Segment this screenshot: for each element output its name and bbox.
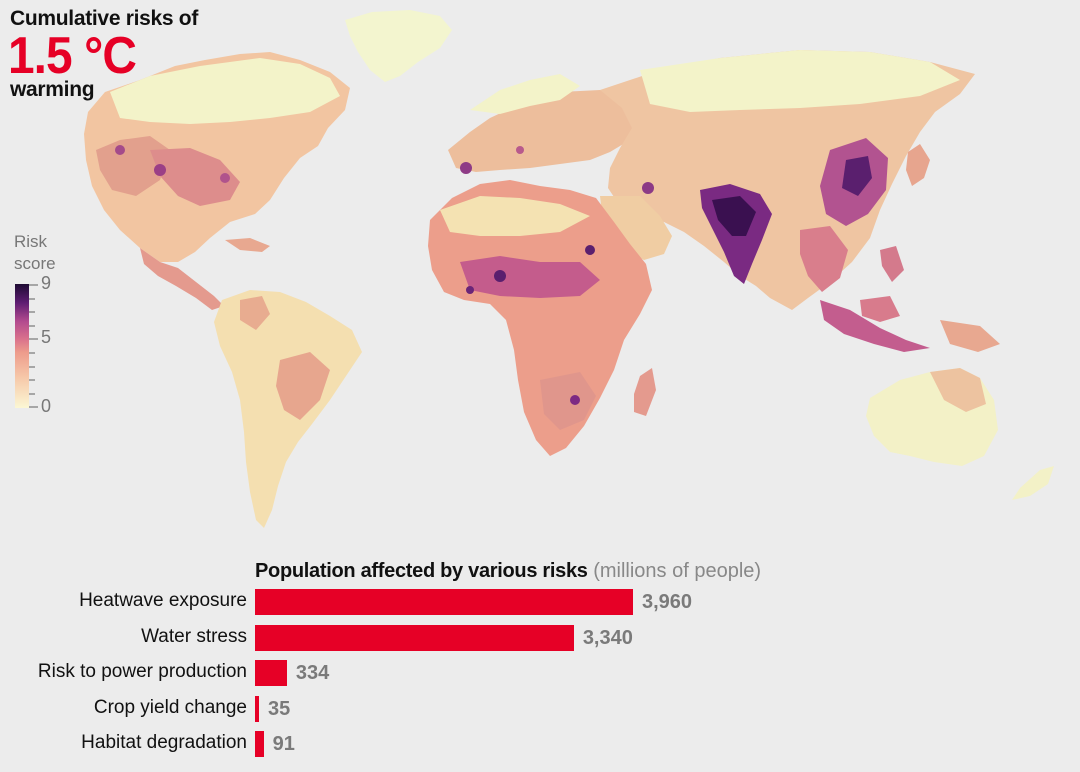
legend-title-line1: Risk (14, 232, 48, 251)
japan (906, 144, 930, 186)
world-risk-map (84, 10, 1054, 528)
bar-label: Habitat degradation (81, 732, 247, 753)
bar-chart-title: Population affected by various risks (mi… (255, 560, 761, 583)
bar-value-label: 3,340 (582, 626, 633, 649)
legend-tick-mid: 5 (41, 327, 52, 347)
bar (255, 660, 287, 686)
bar (255, 695, 259, 722)
bar-label: Heatwave exposure (79, 590, 247, 611)
legend-tick-min: 0 (41, 396, 52, 416)
central-america (140, 248, 224, 310)
bar-value-label: 334 (295, 662, 330, 684)
europe (448, 90, 640, 172)
bar-value-label: 91 (272, 733, 295, 755)
legend-tick-max: 9 (41, 273, 52, 293)
indonesia (820, 300, 930, 352)
greenland (345, 10, 452, 82)
bar (255, 731, 264, 757)
bar-value-label: 3,960 (642, 591, 693, 613)
bar-label: Risk to power production (37, 661, 247, 682)
madagascar (634, 368, 656, 416)
bar (255, 624, 574, 651)
bar-label: Crop yield change (93, 696, 247, 718)
title-line1: Cumulative risks of (10, 7, 199, 30)
new-zealand (1012, 466, 1054, 500)
africa (428, 180, 652, 456)
title-line3: warming (10, 78, 95, 101)
bar (255, 589, 633, 615)
legend-colorbar (15, 284, 38, 408)
risk-score-legend: Risk score 9 5 0 (0, 0, 80, 420)
legend-title-line2: score (14, 254, 56, 273)
bar-chart-title-text: Population affected by various risks (255, 560, 588, 582)
title-highlight: 1.5 °C (8, 27, 137, 85)
bar-chart-unit: (millions of people) (593, 560, 762, 582)
asia (600, 50, 975, 310)
bar-value-label: 35 (268, 697, 291, 720)
bar-label: Water stress (141, 625, 247, 647)
